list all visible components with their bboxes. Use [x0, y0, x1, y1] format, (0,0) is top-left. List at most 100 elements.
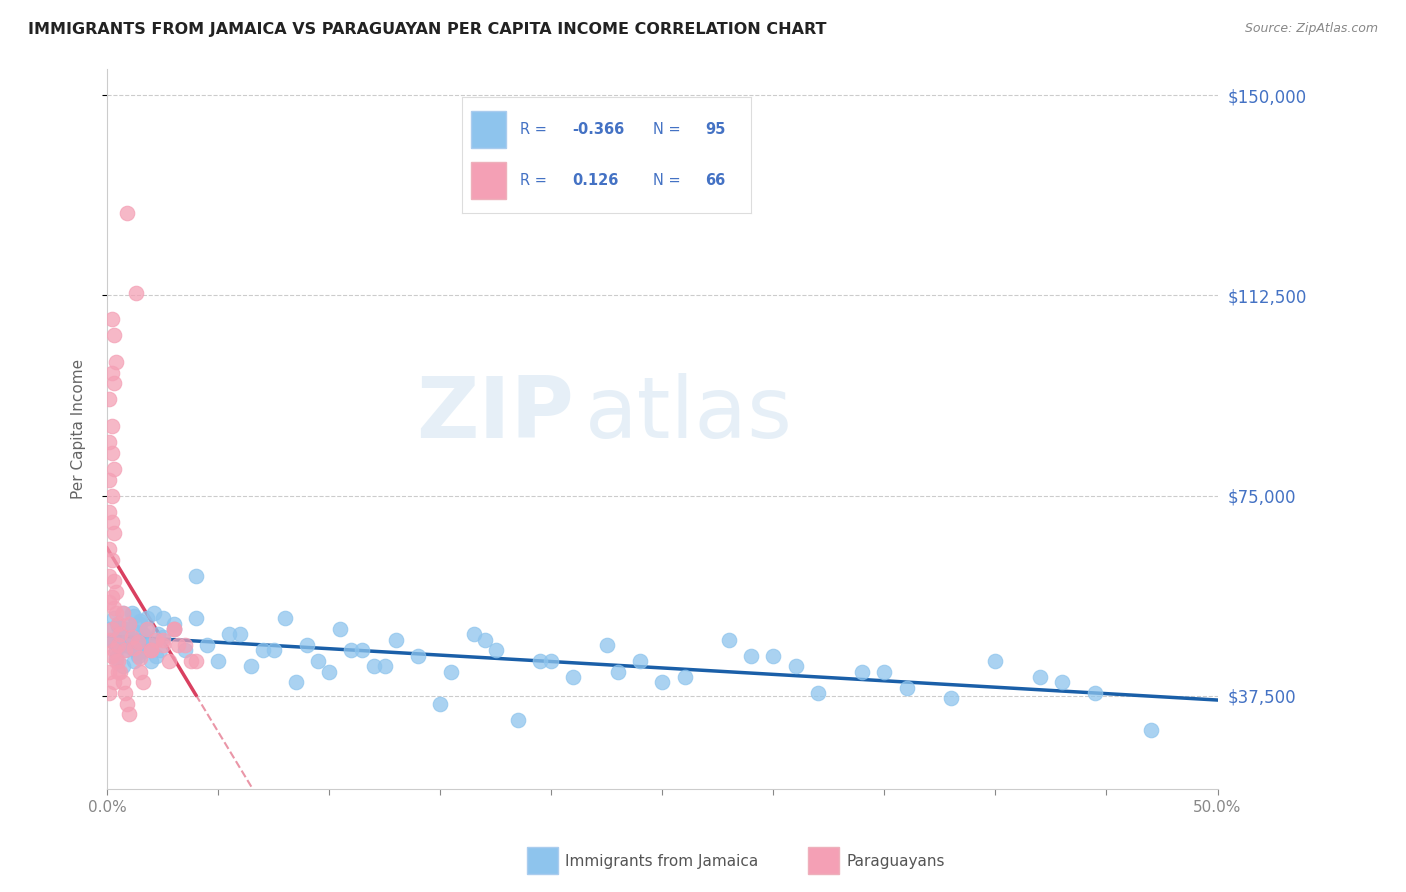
Point [125, 285, 148, 300]
Point [103, 574, 125, 588]
Point [111, 675, 134, 690]
Point [121, 630, 143, 644]
Point [118, 630, 141, 644]
Point [100, 590, 122, 604]
Point [100, 648, 122, 663]
Point [98, 632, 121, 647]
Point [1029, 670, 1052, 684]
Point [146, 627, 169, 641]
Point [651, 675, 673, 690]
Point [121, 606, 143, 620]
Point [100, 419, 122, 434]
Point [98, 392, 121, 407]
Point [110, 627, 132, 641]
Point [107, 616, 129, 631]
Point [121, 640, 143, 655]
Point [115, 697, 138, 711]
Text: Source: ZipAtlas.com: Source: ZipAtlas.com [1244, 22, 1378, 36]
Y-axis label: Per Capita Income: Per Capita Income [72, 359, 86, 499]
Point [506, 713, 529, 727]
Point [529, 654, 551, 668]
Point [173, 643, 195, 657]
Point [118, 616, 141, 631]
Point [406, 648, 429, 663]
Point [429, 697, 451, 711]
Point [103, 643, 125, 657]
Point [785, 659, 807, 673]
Point [307, 654, 329, 668]
Point [98, 686, 121, 700]
Point [329, 622, 352, 636]
Point [195, 638, 218, 652]
Point [115, 622, 138, 636]
Text: IMMIGRANTS FROM JAMAICA VS PARAGUAYAN PER CAPITA INCOME CORRELATION CHART: IMMIGRANTS FROM JAMAICA VS PARAGUAYAN PE… [28, 22, 827, 37]
Point [104, 643, 127, 657]
Point [129, 651, 152, 665]
Point [107, 638, 129, 652]
Point [107, 616, 129, 631]
Point [295, 638, 318, 652]
Point [98, 665, 121, 679]
Point [100, 622, 122, 636]
Point [807, 686, 830, 700]
Point [125, 624, 148, 639]
Point [896, 681, 918, 695]
Point [107, 654, 129, 668]
Point [118, 707, 141, 722]
Point [98, 473, 121, 487]
Point [984, 654, 1007, 668]
Point [180, 654, 202, 668]
Point [104, 654, 127, 668]
Point [98, 568, 121, 582]
Point [136, 611, 159, 625]
Point [114, 643, 136, 657]
Point [129, 614, 152, 628]
Point [141, 654, 163, 668]
Point [127, 646, 149, 660]
Point [851, 665, 873, 679]
Point [104, 355, 127, 369]
Point [385, 632, 408, 647]
Point [240, 659, 263, 673]
Point [131, 632, 153, 647]
Point [163, 622, 186, 636]
Point [114, 638, 136, 652]
Point [100, 515, 122, 529]
Point [127, 648, 149, 663]
Point [131, 627, 153, 641]
Point [118, 638, 141, 652]
Point [98, 622, 121, 636]
Point [100, 366, 122, 380]
Point [485, 643, 508, 657]
Point [263, 643, 285, 657]
Point [717, 632, 740, 647]
Point [136, 622, 159, 636]
Point [141, 638, 163, 652]
Point [141, 643, 163, 657]
Point [110, 632, 132, 647]
Point [163, 622, 186, 636]
Point [1084, 686, 1107, 700]
Point [107, 619, 129, 633]
Point [122, 640, 145, 655]
Point [134, 643, 156, 657]
Point [274, 611, 297, 625]
Point [114, 686, 136, 700]
Point [103, 376, 125, 391]
Point [129, 665, 152, 679]
Point [111, 606, 134, 620]
Point [110, 665, 132, 679]
Point [138, 638, 160, 652]
Point [1140, 723, 1163, 738]
Point [157, 654, 180, 668]
Point [474, 632, 496, 647]
Point [939, 691, 962, 706]
Point [352, 643, 374, 657]
Point [207, 654, 229, 668]
Point [100, 632, 122, 647]
Text: ZIP: ZIP [416, 373, 574, 456]
Point [125, 632, 148, 647]
Point [103, 328, 125, 343]
Point [740, 648, 762, 663]
Point [110, 627, 132, 641]
